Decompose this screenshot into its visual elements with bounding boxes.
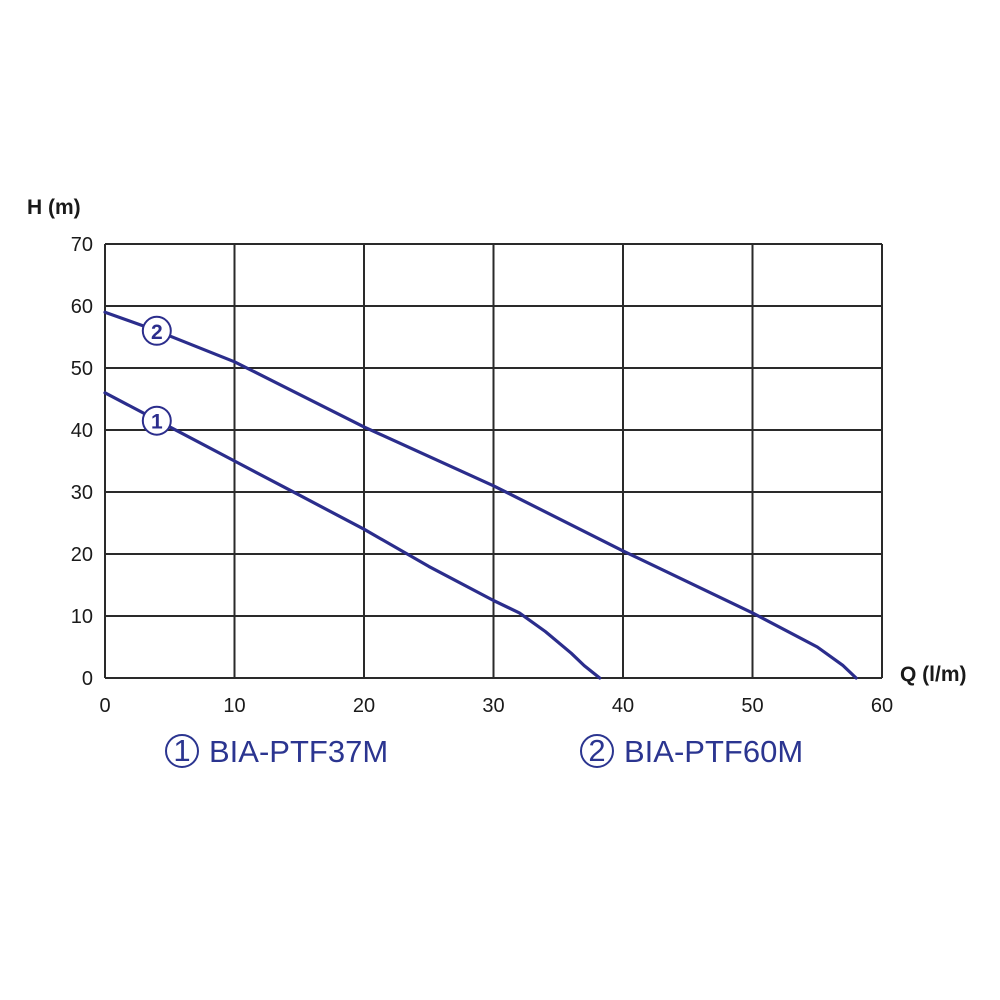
curve-marker-2-circle [141, 315, 172, 346]
x-tick-label: 30 [482, 695, 504, 717]
y-tick-label: 50 [71, 358, 93, 380]
x-tick-label: 20 [353, 695, 375, 717]
x-tick-label: 40 [612, 695, 634, 717]
y-tick-label: 10 [71, 606, 93, 628]
y-tick-label: 70 [71, 234, 93, 256]
curve-markers: 12 [141, 315, 172, 436]
x-tick-label: 0 [99, 695, 110, 717]
x-tick-label: 60 [871, 695, 893, 717]
legend-symbol-circle [165, 734, 199, 768]
legend-symbol-circle [580, 734, 614, 768]
tick-labels: 0 10 20 30 40 50 60 0 10 20 30 40 50 60 70 [71, 234, 893, 717]
legend-symbol-label: 2 [588, 733, 605, 768]
legend-item-label: BIA-PTF60M [624, 734, 803, 769]
legend: 1 BIA-PTF37M 2 BIA-PTF60M [165, 733, 803, 769]
legend-symbol-label: 1 [173, 733, 190, 768]
y-tick-label: 60 [71, 296, 93, 318]
legend-item-label: BIA-PTF37M [209, 734, 388, 769]
y-tick-label: 0 [82, 668, 93, 690]
curves [103, 310, 858, 680]
y-axis-title: H (m) [27, 196, 81, 219]
x-tick-label: 10 [223, 695, 245, 717]
y-tick-label: 40 [71, 420, 93, 442]
x-axis-title: Q (l/m) [900, 663, 967, 686]
y-tick-label: 20 [71, 544, 93, 566]
curve-marker-1-circle [141, 405, 172, 436]
curve-marker-1-label: 1 [151, 411, 163, 434]
x-tick-label: 50 [741, 695, 763, 717]
y-tick-label: 30 [71, 482, 93, 504]
curve-2 [103, 310, 858, 680]
curve-marker-2-label: 2 [151, 321, 163, 344]
grid [104, 243, 883, 679]
curve-1 [103, 391, 602, 680]
